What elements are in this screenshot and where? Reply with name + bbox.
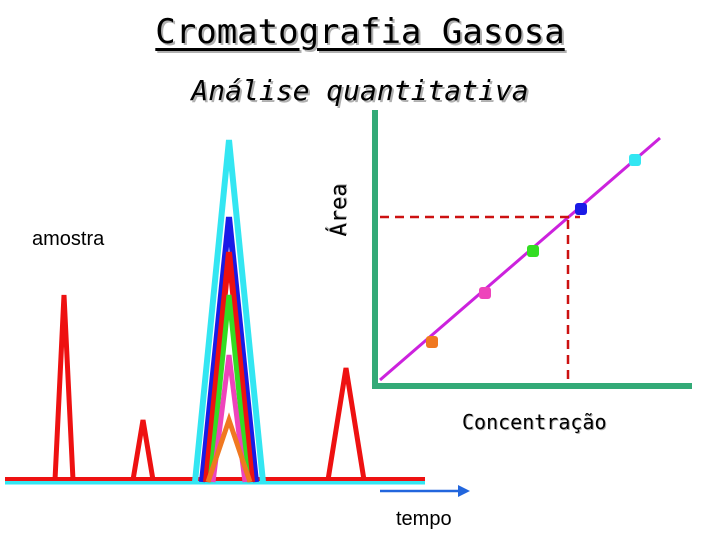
calibration-point-green [527,245,539,257]
calibration-axes [372,110,692,389]
peak-pink [210,354,248,483]
page-title: Cromatografia Gasosa [155,12,565,52]
calibration-point-blue [575,203,587,215]
peak-sample-1 [52,294,76,481]
calibration-point-pink [479,287,491,299]
time-label: tempo [396,508,452,530]
peak-sample-4 [325,367,367,481]
x-axis-label: Concentração [462,410,607,434]
calibration-point-cyan [629,154,641,166]
peak-cyan [192,139,266,483]
y-axis-label: Área [327,183,352,237]
peak-orange [205,412,253,483]
peak-sample-2 [130,419,156,481]
peak-red-sample [203,251,255,483]
calibration-line [379,136,661,382]
sample-label: amostra [32,228,105,250]
peak-green [207,294,251,483]
page-subtitle: Análise quantitativa [191,74,529,107]
calibration-point-orange [426,336,438,348]
peak-blue [199,216,259,483]
time-arrow-head [458,485,470,497]
